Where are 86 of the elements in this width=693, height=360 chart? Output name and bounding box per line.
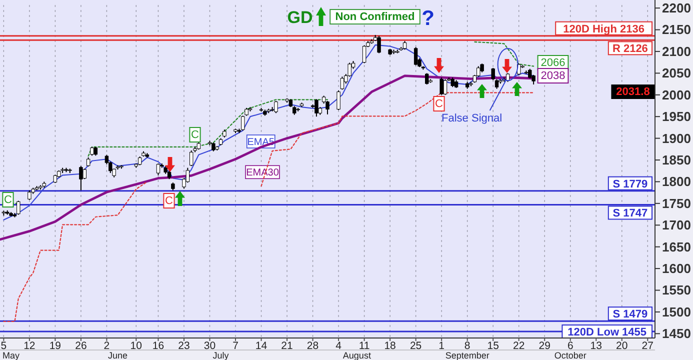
y-tick-label: 1650 [662, 239, 691, 254]
x-tick-label: 22 [513, 340, 525, 352]
ref-line-label: S 1479 [612, 308, 648, 321]
x-tick-label: 15 [487, 340, 500, 352]
candlestick [450, 77, 454, 88]
candlestick [82, 168, 86, 180]
x-tick-label: 20 [616, 340, 628, 352]
candlestick [425, 72, 429, 85]
y-tick-label: 1700 [662, 218, 691, 233]
x-tick-label: 18 [384, 340, 396, 352]
candlestick [156, 162, 160, 176]
x-tick-label: 14 [255, 340, 268, 352]
y-tick-label: 1800 [662, 174, 691, 190]
y-tick-label: 2200 [662, 0, 691, 16]
x2-tick-label: June [108, 350, 128, 360]
x2-tick-label: July [212, 350, 230, 360]
candlestick [16, 200, 20, 216]
annotation: 2031.8 [616, 86, 650, 98]
annotation: ? [422, 7, 434, 30]
annotation: Non Confirmed [335, 11, 415, 23]
x-tick-label: 6 [567, 340, 574, 352]
x-tick-label: 27 [642, 340, 654, 352]
candlestick [336, 90, 340, 111]
ref-line-label: S 1779 [612, 178, 648, 190]
candlestick [79, 166, 83, 191]
y-tick-label: 1550 [662, 282, 691, 298]
ref-line-label: 120D Low 1455 [568, 326, 647, 338]
candlestick [86, 156, 90, 168]
x2-tick-label: August [342, 350, 372, 360]
annotation: C [4, 194, 12, 206]
candlestick [274, 100, 278, 114]
y-tick-label: 2000 [662, 87, 691, 102]
series-label: EMA30 [246, 168, 280, 179]
x-tick-label: 23 [178, 340, 190, 352]
candlestick [377, 35, 381, 54]
candlestick [494, 78, 499, 90]
x-tick-label: 25 [410, 340, 422, 352]
x-tick-label: 1 [438, 340, 445, 352]
x-tick-label: 7 [232, 340, 239, 352]
y-tick-label: 1900 [662, 130, 691, 146]
candlestick [28, 190, 32, 200]
annotation: C [191, 129, 200, 141]
x-tick-label: 13 [590, 340, 602, 352]
annotation: GD [287, 8, 313, 27]
x-tick-label: 8 [464, 340, 470, 352]
candlestick [190, 150, 194, 167]
ref-line-label: S 1747 [612, 208, 648, 220]
y-tick-label: 2100 [662, 44, 691, 59]
x-tick-label: 5 [0, 340, 7, 352]
x-tick-label: 11 [358, 340, 370, 352]
y-tick-label: 2150 [662, 22, 691, 38]
candlestick [414, 46, 418, 66]
x-tick-label: 4 [336, 340, 342, 352]
y-tick-label: 2050 [662, 66, 691, 81]
x-tick-label: 19 [49, 340, 62, 352]
x2-tick-label: October [554, 350, 586, 360]
y-tick-label: 1750 [662, 196, 691, 211]
line-series [3, 44, 534, 220]
annotation: False Signal [442, 112, 502, 125]
annotation: 2066 [540, 57, 566, 69]
y-tick-label: 1850 [662, 152, 691, 168]
candlestick [314, 98, 318, 118]
x-tick-label: 21 [281, 340, 294, 352]
x-tick-label: 28 [306, 340, 319, 352]
y-tick-label: 1950 [662, 109, 691, 124]
x-tick-label: 2 [104, 340, 110, 352]
annotation: C [165, 195, 174, 207]
x-tick-label: 10 [130, 340, 142, 352]
x-tick-label: 26 [75, 340, 87, 352]
candlestick [491, 67, 495, 81]
x-tick-label: 12 [24, 340, 36, 352]
candlestick [340, 76, 344, 90]
annotation: C [435, 98, 444, 110]
candlestick [362, 44, 366, 64]
candlestick [440, 77, 444, 96]
annotation: 2038 [540, 70, 566, 82]
x-tick-label: 30 [204, 340, 216, 352]
x-tick-label: 16 [152, 340, 164, 352]
y-tick-label: 1600 [662, 261, 691, 276]
y-tick-label: 1500 [662, 304, 691, 320]
ref-line-label: R 2126 [612, 43, 648, 56]
x2-tick-label: May [2, 350, 20, 360]
y-tick-label: 1450 [662, 326, 691, 342]
x-tick-label: 29 [538, 340, 551, 352]
ref-line-label: 120D High 2136 [563, 23, 644, 36]
x2-tick-label: September [445, 350, 490, 360]
